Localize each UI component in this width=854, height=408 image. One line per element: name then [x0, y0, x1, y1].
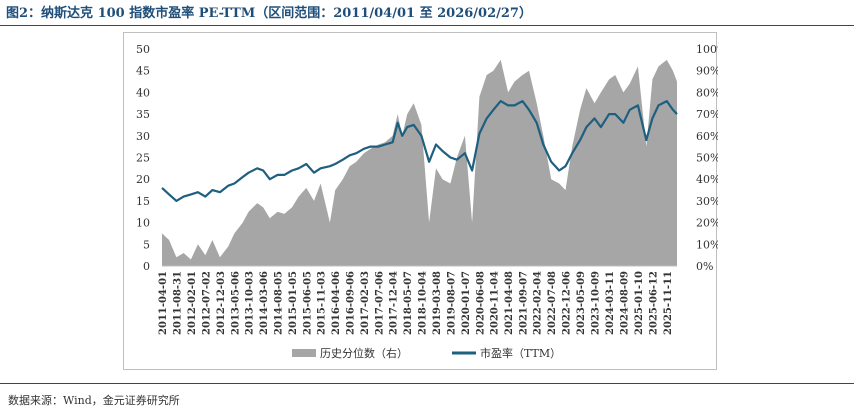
percentile-area: [162, 59, 677, 267]
x-tick-label: 2019-03-08: [432, 271, 443, 335]
x-tick-label: 2022-07-08: [547, 271, 558, 335]
x-tick-label: 2015-06-05: [302, 271, 313, 335]
title-divider: [0, 25, 854, 26]
x-tick-label: 2012-12-03: [216, 271, 227, 335]
plot-area: [161, 59, 678, 267]
x-tick-label: 2023-10-09: [591, 271, 602, 335]
left-y-axis: 0 5 10 15 20 25 30 35 40 45 50: [136, 43, 150, 273]
x-tick-label: 2019-08-07: [446, 271, 457, 335]
right-tick-label: 40%: [696, 173, 718, 186]
x-axis: 2011-04-01 2011-08-31 2012-02-01 2012-07-02…: [158, 265, 677, 335]
x-tick-label: 2016-04-06: [331, 271, 342, 335]
x-tick-label: 2025-01-10: [634, 271, 645, 335]
legend: 历史分位数（右） 市盈率（TTM）: [292, 346, 561, 360]
right-tick-label: 50%: [696, 152, 718, 165]
legend-label-pe: 市盈率（TTM）: [480, 346, 561, 360]
x-tick-label: 2017-02-03: [360, 271, 371, 335]
right-tick-label: 70%: [696, 108, 718, 121]
x-tick-label: 2022-12-06: [562, 271, 573, 335]
right-y-axis: 0% 10% 20% 30% 40% 50% 60% 70% 80% 90% 100%: [696, 43, 718, 273]
right-tick-label: 100%: [696, 43, 718, 56]
x-tick-label: 2014-08-05: [274, 271, 285, 335]
x-tick-label: 2011-04-01: [158, 271, 169, 335]
left-tick-label: 10: [136, 217, 150, 230]
x-tick-label: 2014-03-06: [259, 271, 270, 335]
left-tick-label: 35: [136, 108, 150, 121]
x-tick-label: 2021-04-08: [504, 271, 515, 335]
pe-ttm-chart: 0 5 10 15 20 25 30 35 40 45 50 0% 10% 20% 30% 40% 50% 60…: [136, 43, 718, 360]
right-tick-label: 60%: [696, 130, 718, 143]
x-tick-label: 2023-05-09: [576, 271, 587, 335]
x-tick-label: 2015-01-05: [288, 271, 299, 335]
x-tick-label: 2025-06-12: [648, 271, 659, 335]
x-tick-label: 2025-11-11: [663, 271, 674, 335]
x-tick-label: 2020-06-08: [475, 271, 486, 335]
x-tick-label: 2011-08-31: [172, 271, 183, 335]
x-tick-label: 2020-11-04: [489, 271, 500, 335]
x-tick-label: 2016-09-06: [346, 271, 357, 335]
x-tick-label: 2013-10-03: [245, 271, 256, 335]
x-tick-label: 2018-10-04: [417, 271, 428, 335]
legend-label-percentile: 历史分位数（右）: [320, 346, 408, 360]
pe-ttm-line: [161, 100, 678, 202]
right-tick-label: 80%: [696, 86, 718, 99]
left-tick-label: 0: [143, 260, 150, 273]
x-tick-label: 2018-05-07: [403, 271, 414, 335]
left-tick-label: 20: [136, 173, 150, 186]
right-tick-label: 30%: [696, 195, 718, 208]
left-tick-label: 50: [136, 43, 150, 56]
x-tick-label: 2021-09-07: [519, 271, 530, 335]
x-tick-label: 2013-05-06: [230, 271, 241, 335]
left-tick-label: 15: [136, 195, 150, 208]
x-tick-label: 2024-08-09: [619, 271, 630, 335]
x-tick-label: 2017-07-06: [374, 271, 385, 335]
right-tick-label: 20%: [696, 217, 718, 230]
left-tick-label: 30: [136, 130, 150, 143]
x-tick-label: 2017-12-04: [389, 271, 400, 335]
chart-frame: 0 5 10 15 20 25 30 35 40 45 50 0% 10% 20% 30% 40% 50% 60…: [123, 32, 718, 370]
x-tick-label: 2022-02-04: [533, 271, 544, 335]
x-tick-label: 2015-11-03: [317, 271, 328, 335]
source-note: 数据来源：Wind，金元证券研究所: [8, 394, 180, 407]
right-tick-label: 90%: [696, 65, 718, 78]
x-tick-label: 2024-03-11: [605, 271, 616, 335]
footer-divider: [0, 383, 854, 384]
left-tick-label: 45: [136, 65, 150, 78]
right-tick-label: 10%: [696, 238, 718, 251]
figure-title: 图2：纳斯达克 100 指数市盈率 PE-TTM（区间范围：2011/04/01…: [6, 6, 532, 21]
x-tick-label: 2012-02-01: [187, 271, 198, 335]
right-tick-label: 0%: [696, 260, 713, 273]
left-tick-label: 25: [136, 152, 150, 165]
left-tick-label: 5: [143, 238, 150, 251]
left-tick-label: 40: [136, 86, 150, 99]
x-tick-label: 2012-07-02: [201, 271, 212, 335]
legend-swatch-percentile: [292, 349, 316, 357]
x-tick-label: 2020-01-07: [461, 271, 472, 335]
